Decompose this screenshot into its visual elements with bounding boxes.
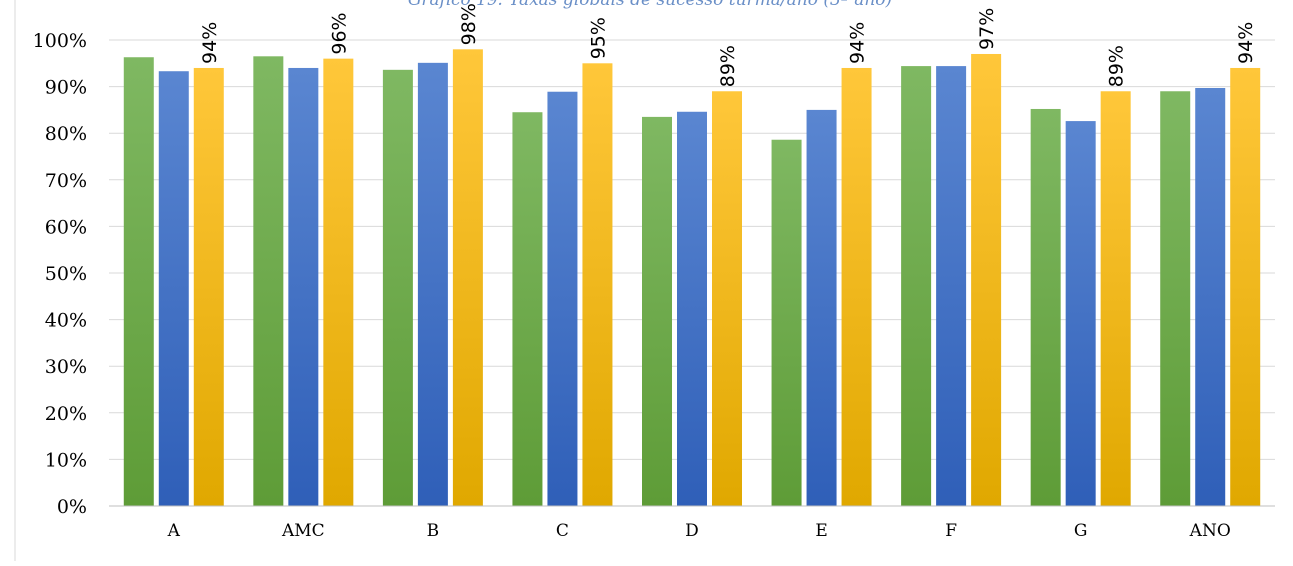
- bar: [936, 66, 967, 506]
- data-label: 96%: [328, 12, 350, 54]
- x-tick-label: AMC: [281, 521, 325, 541]
- chart-title: Gráfico 19: Taxas globais de sucesso tur…: [408, 0, 892, 10]
- bar: [158, 71, 189, 507]
- x-tick-label: A: [167, 521, 181, 541]
- bar: [512, 112, 543, 506]
- bar: [417, 62, 448, 507]
- y-tick-label: 40%: [45, 310, 87, 332]
- x-tick-label: E: [815, 521, 827, 541]
- y-tick-label: 90%: [45, 77, 87, 99]
- bar: [677, 111, 707, 506]
- bar: [1230, 67, 1261, 507]
- y-tick-label: 100%: [33, 30, 87, 52]
- bar: [547, 91, 578, 506]
- y-tick-label: 20%: [45, 403, 87, 425]
- bar: [642, 116, 672, 506]
- bar: [971, 53, 1002, 506]
- data-label: 94%: [847, 22, 869, 64]
- bar: [323, 58, 354, 506]
- bar: [288, 67, 319, 507]
- bar: [382, 69, 413, 506]
- y-tick-label: 50%: [45, 263, 87, 285]
- y-tick-label: 0%: [57, 496, 87, 518]
- data-labels: 94% 96% 98% 95% 89% 94% 97% 89% 94%: [199, 3, 1257, 87]
- x-tick-label: ANO: [1189, 521, 1231, 541]
- data-label: 94%: [1235, 22, 1257, 64]
- y-tick-label: 60%: [45, 216, 87, 238]
- bar: [712, 91, 742, 506]
- bar: [1065, 121, 1096, 507]
- x-tick-label: B: [427, 521, 440, 541]
- y-tick-label: 30%: [45, 356, 87, 378]
- bar: [123, 57, 154, 506]
- bar: [901, 66, 932, 506]
- bar: [1100, 91, 1131, 506]
- x-tick-label: G: [1074, 521, 1088, 541]
- y-tick-label: 10%: [45, 449, 87, 471]
- bar: [193, 67, 224, 507]
- x-tick-label: F: [945, 521, 957, 541]
- bar: [1160, 91, 1191, 506]
- bar: [452, 49, 483, 506]
- x-tick-label: C: [556, 521, 569, 541]
- data-label: 89%: [1106, 45, 1128, 87]
- y-axis-ticks: 0% 10% 20% 30% 40% 50% 60% 70% 80% 90% 100%: [33, 30, 87, 518]
- bar: [1030, 108, 1061, 506]
- x-axis-ticks: A AMC B C D E F G ANO: [167, 521, 1231, 541]
- y-tick-label: 70%: [45, 170, 87, 192]
- bar: [771, 139, 802, 506]
- data-label: 98%: [458, 3, 480, 45]
- data-label: 94%: [199, 22, 221, 64]
- x-tick-label: D: [685, 521, 699, 541]
- data-label: 97%: [976, 8, 998, 50]
- data-label: 89%: [717, 45, 739, 87]
- bar: [806, 109, 837, 507]
- data-label: 95%: [587, 17, 609, 59]
- bar: [253, 56, 284, 507]
- y-tick-label: 80%: [45, 123, 87, 145]
- bars: [123, 49, 1261, 507]
- bar: [582, 63, 613, 507]
- bar: [841, 67, 872, 507]
- bar: [1195, 87, 1226, 507]
